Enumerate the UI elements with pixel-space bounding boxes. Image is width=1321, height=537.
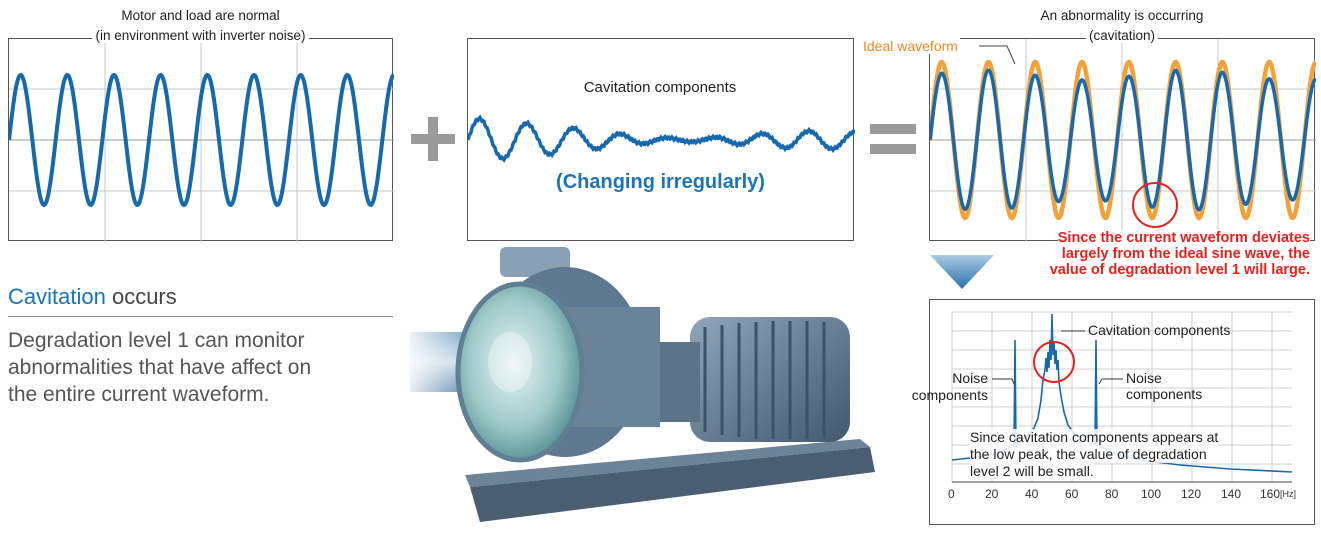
deviation-text-line2: largely from the ideal sine wave, the: [1061, 246, 1310, 262]
spectrum-panel: Cavitation components Noise components N…: [912, 299, 1315, 525]
spectrum-note-line1: Since cavitation components appears at: [970, 429, 1219, 446]
normal-caption-line2: (in environment with inverter noise): [92, 28, 309, 43]
spectrum-note-line2: the low peak, the value of degradation: [970, 446, 1207, 463]
x-tick-140: 140: [1221, 487, 1242, 501]
spectrum-cavitation-label: Cavitation components: [1088, 322, 1231, 338]
x-tick-40: 40: [1025, 487, 1039, 501]
heading-highlight: Cavitation: [8, 284, 106, 309]
pump-transparent-cover: [455, 281, 585, 463]
x-tick-20: 20: [985, 487, 999, 501]
x-tick-120: 120: [1181, 487, 1202, 501]
changing-irregularly-label: (Changing irregularly): [556, 171, 765, 193]
abnormal-caption-line2-wrap: (cavitation): [929, 28, 1315, 43]
abnormal-waveform-panel: [929, 38, 1316, 242]
abnormal-waveform-plot: [930, 39, 1316, 242]
abnormal-caption-line2: (cavitation): [1085, 28, 1159, 43]
noise-left-label: Noise: [930, 370, 988, 386]
cavitation-wave: [468, 114, 855, 163]
normal-sine-wave: [9, 72, 394, 208]
x-tick-100: 100: [1141, 487, 1162, 501]
deviation-text-line1: Since the current waveform deviates: [1057, 230, 1310, 246]
abnormal-wave: [930, 68, 1316, 212]
motor-body: [690, 317, 850, 442]
ideal-waveform-label: Ideal waveform: [861, 38, 960, 54]
cavitation-occurs-heading: Cavitation occurs: [8, 284, 177, 310]
ideal-label-leader: [979, 45, 1016, 65]
deviation-text-line3: value of degradation level 1 will large.: [1049, 262, 1310, 278]
description-text: Degradation level 1 can monitor abnormal…: [8, 327, 311, 408]
normal-waveform-plot: [9, 39, 394, 242]
noise-right-line2: components: [1126, 386, 1203, 402]
cavitation-waveform-plot: [468, 114, 855, 163]
plus-icon: [411, 117, 455, 161]
description-line3: the entire current waveform.: [8, 383, 270, 406]
x-tick-160: 160: [1260, 487, 1281, 501]
noise-left-line2: components: [911, 387, 988, 403]
down-arrow-icon: [930, 255, 994, 289]
cavitation-highlight-circle: [1033, 341, 1075, 383]
spectrum-note: Since cavitation components appears at t…: [970, 429, 1219, 480]
pump-illustration: [400, 247, 875, 522]
noise-right-line1: Noise: [1126, 370, 1162, 386]
equals-icon: [870, 122, 916, 156]
pump-base: [470, 447, 875, 522]
x-tick-0: 0: [948, 487, 955, 501]
normal-caption-line1: Motor and load are normal: [121, 8, 280, 23]
x-tick-60: 60: [1065, 487, 1079, 501]
heading-divider: [8, 316, 393, 317]
description-line2: abnormalities that have affect on: [8, 356, 312, 379]
noise-left-line1: Noise: [952, 370, 988, 386]
x-tick-80: 80: [1105, 487, 1119, 501]
deviation-highlight-circle: [1132, 182, 1178, 228]
cavitation-components-panel: [467, 38, 855, 241]
normal-caption-line2-wrap: (in environment with inverter noise): [8, 28, 393, 43]
description-line1: Degradation level 1 can monitor: [8, 329, 305, 352]
spectrum-note-line3: level 2 will be small.: [970, 463, 1094, 480]
abnormal-caption-line1: An abnormality is occurring: [1040, 8, 1204, 23]
cavitation-components-label: Cavitation components: [583, 79, 737, 96]
normal-waveform-panel: [8, 38, 394, 242]
heading-rest: occurs: [105, 284, 177, 309]
noise-right-label: Noise components: [1126, 370, 1202, 402]
spectrum-leaders: [992, 330, 1123, 385]
x-unit-label: [Hz]: [1280, 489, 1297, 499]
deviation-text: Since the current waveform deviates larg…: [990, 230, 1310, 278]
